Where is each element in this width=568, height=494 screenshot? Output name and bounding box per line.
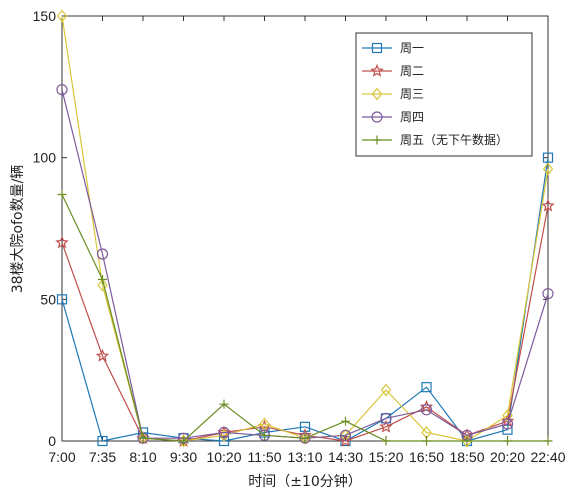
data-point [260, 430, 269, 440]
data-point [380, 383, 392, 397]
legend-marker [371, 111, 383, 123]
data-point [543, 436, 553, 446]
data-point [542, 288, 554, 300]
axis-ticks: 0 50 100 150 7:00 7:35 8:10 9:30 10:20 11:50 13:10… [33, 8, 566, 465]
data-point [421, 382, 432, 393]
x-tick-label: 9:30 [170, 449, 197, 465]
data-point [96, 248, 109, 260]
x-tick-label: 8:10 [129, 449, 156, 465]
data-point [501, 418, 514, 430]
data-point [55, 235, 69, 249]
legend-label: 周四 [400, 110, 424, 124]
data-point [380, 412, 392, 424]
legend-marker [372, 135, 382, 145]
legend-label: 周一 [400, 41, 424, 55]
x-tick-label: 14:30 [328, 449, 363, 465]
data-point [542, 162, 554, 176]
data-point [462, 436, 472, 446]
data-point [503, 436, 512, 446]
legend-marker [371, 87, 383, 101]
x-tick-label: 10:20 [206, 449, 241, 465]
y-tick-label: 100 [33, 150, 57, 166]
data-point [541, 198, 555, 212]
data-point [381, 436, 391, 446]
data-point [56, 294, 68, 305]
data-point [219, 399, 229, 409]
data-point [218, 426, 230, 439]
y-tick-label: 150 [33, 8, 57, 24]
x-tick-label: 16:50 [409, 449, 444, 465]
x-tick-label: 7:35 [89, 449, 116, 465]
data-point [218, 435, 230, 447]
data-point [57, 190, 67, 199]
x-tick-label: 11:50 [248, 449, 282, 465]
legend-marker [370, 63, 384, 77]
y-axis-label: 38楼大院ofo数量/辆 [10, 165, 26, 294]
x-axis-label: 时间（±10分钟） [248, 473, 362, 490]
data-point [56, 84, 68, 96]
data-point [179, 436, 188, 446]
data-point [56, 9, 68, 23]
series-group [55, 9, 555, 448]
data-point [97, 278, 108, 292]
data-point [379, 419, 393, 433]
x-tick-label: 7:00 [48, 449, 75, 465]
data-point [178, 434, 189, 448]
data-point [420, 404, 433, 416]
data-point [98, 275, 107, 284]
data-point [97, 435, 108, 447]
data-point [138, 433, 148, 443]
legend-label: 周二 [400, 64, 424, 78]
data-point [300, 433, 310, 443]
legend-label: 周五（无下午数据） [400, 132, 508, 147]
x-tick-label: 20:20 [490, 449, 525, 465]
legend-marker [371, 42, 383, 54]
legend-label: 周三 [400, 87, 424, 101]
data-point [341, 416, 350, 426]
series-5 [57, 190, 553, 446]
data-point [502, 424, 513, 435]
x-tick-label: 13:10 [287, 449, 322, 465]
x-tick-label: 22:40 [530, 449, 565, 465]
x-tick-label: 15:20 [368, 449, 403, 465]
data-point [95, 348, 110, 362]
y-tick-label: 50 [40, 291, 56, 307]
data-point [542, 152, 554, 163]
data-point [422, 436, 431, 446]
data-point [339, 429, 352, 441]
x-tick-label: 18:50 [449, 449, 484, 465]
y-tick-label: 0 [48, 433, 56, 449]
data-point [259, 417, 270, 431]
